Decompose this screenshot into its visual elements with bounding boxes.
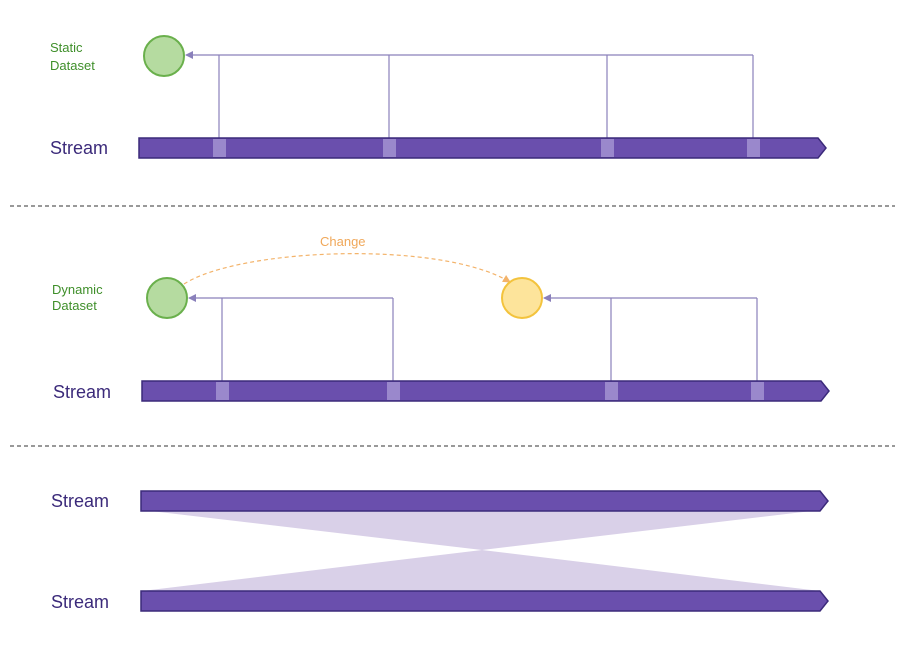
panel-join: Stream Stream — [51, 490, 829, 612]
join-wedge-top — [142, 510, 820, 550]
dynamic-dataset-label-line2: Dataset — [52, 298, 97, 313]
panel-dynamic: Change Dynamic Dataset Stream — [52, 234, 830, 402]
change-arc — [183, 253, 511, 285]
join-stream-top-label: Stream — [51, 491, 109, 511]
dynamic-dataset-circle-old — [146, 277, 188, 319]
static-stream-markers — [213, 139, 760, 157]
dynamic-stream-bar — [141, 380, 830, 402]
join-stream-bottom-label: Stream — [51, 592, 109, 612]
panel-static: Static Dataset Stream — [50, 35, 827, 159]
dynamic-dataset-circle-new — [501, 277, 543, 319]
join-stream-bottom-bar — [140, 590, 829, 612]
dynamic-stream-label: Stream — [53, 382, 111, 402]
static-dataset-label-line1: Static — [50, 40, 83, 55]
static-stream-marker-3 — [601, 139, 614, 157]
static-stream-marker-4 — [747, 139, 760, 157]
dynamic-stream-marker-4 — [751, 382, 764, 400]
join-wedge-bottom — [142, 550, 820, 591]
static-stream-marker-1 — [213, 139, 226, 157]
dynamic-dataset-label-line1: Dynamic — [52, 282, 103, 297]
static-lookup-connectors — [185, 51, 754, 138]
static-dataset-circle — [143, 35, 185, 77]
dynamic-stream-marker-1 — [216, 382, 229, 400]
dynamic-lookup-connectors — [188, 294, 758, 381]
change-label: Change — [320, 234, 366, 249]
dynamic-stream-marker-3 — [605, 382, 618, 400]
static-stream-marker-2 — [383, 139, 396, 157]
static-stream-label: Stream — [50, 138, 108, 158]
dynamic-stream-markers — [216, 382, 764, 400]
dynamic-stream-marker-2 — [387, 382, 400, 400]
static-dataset-label-line2: Dataset — [50, 58, 95, 73]
join-stream-top-bar — [140, 490, 829, 512]
static-stream-bar — [138, 137, 827, 159]
